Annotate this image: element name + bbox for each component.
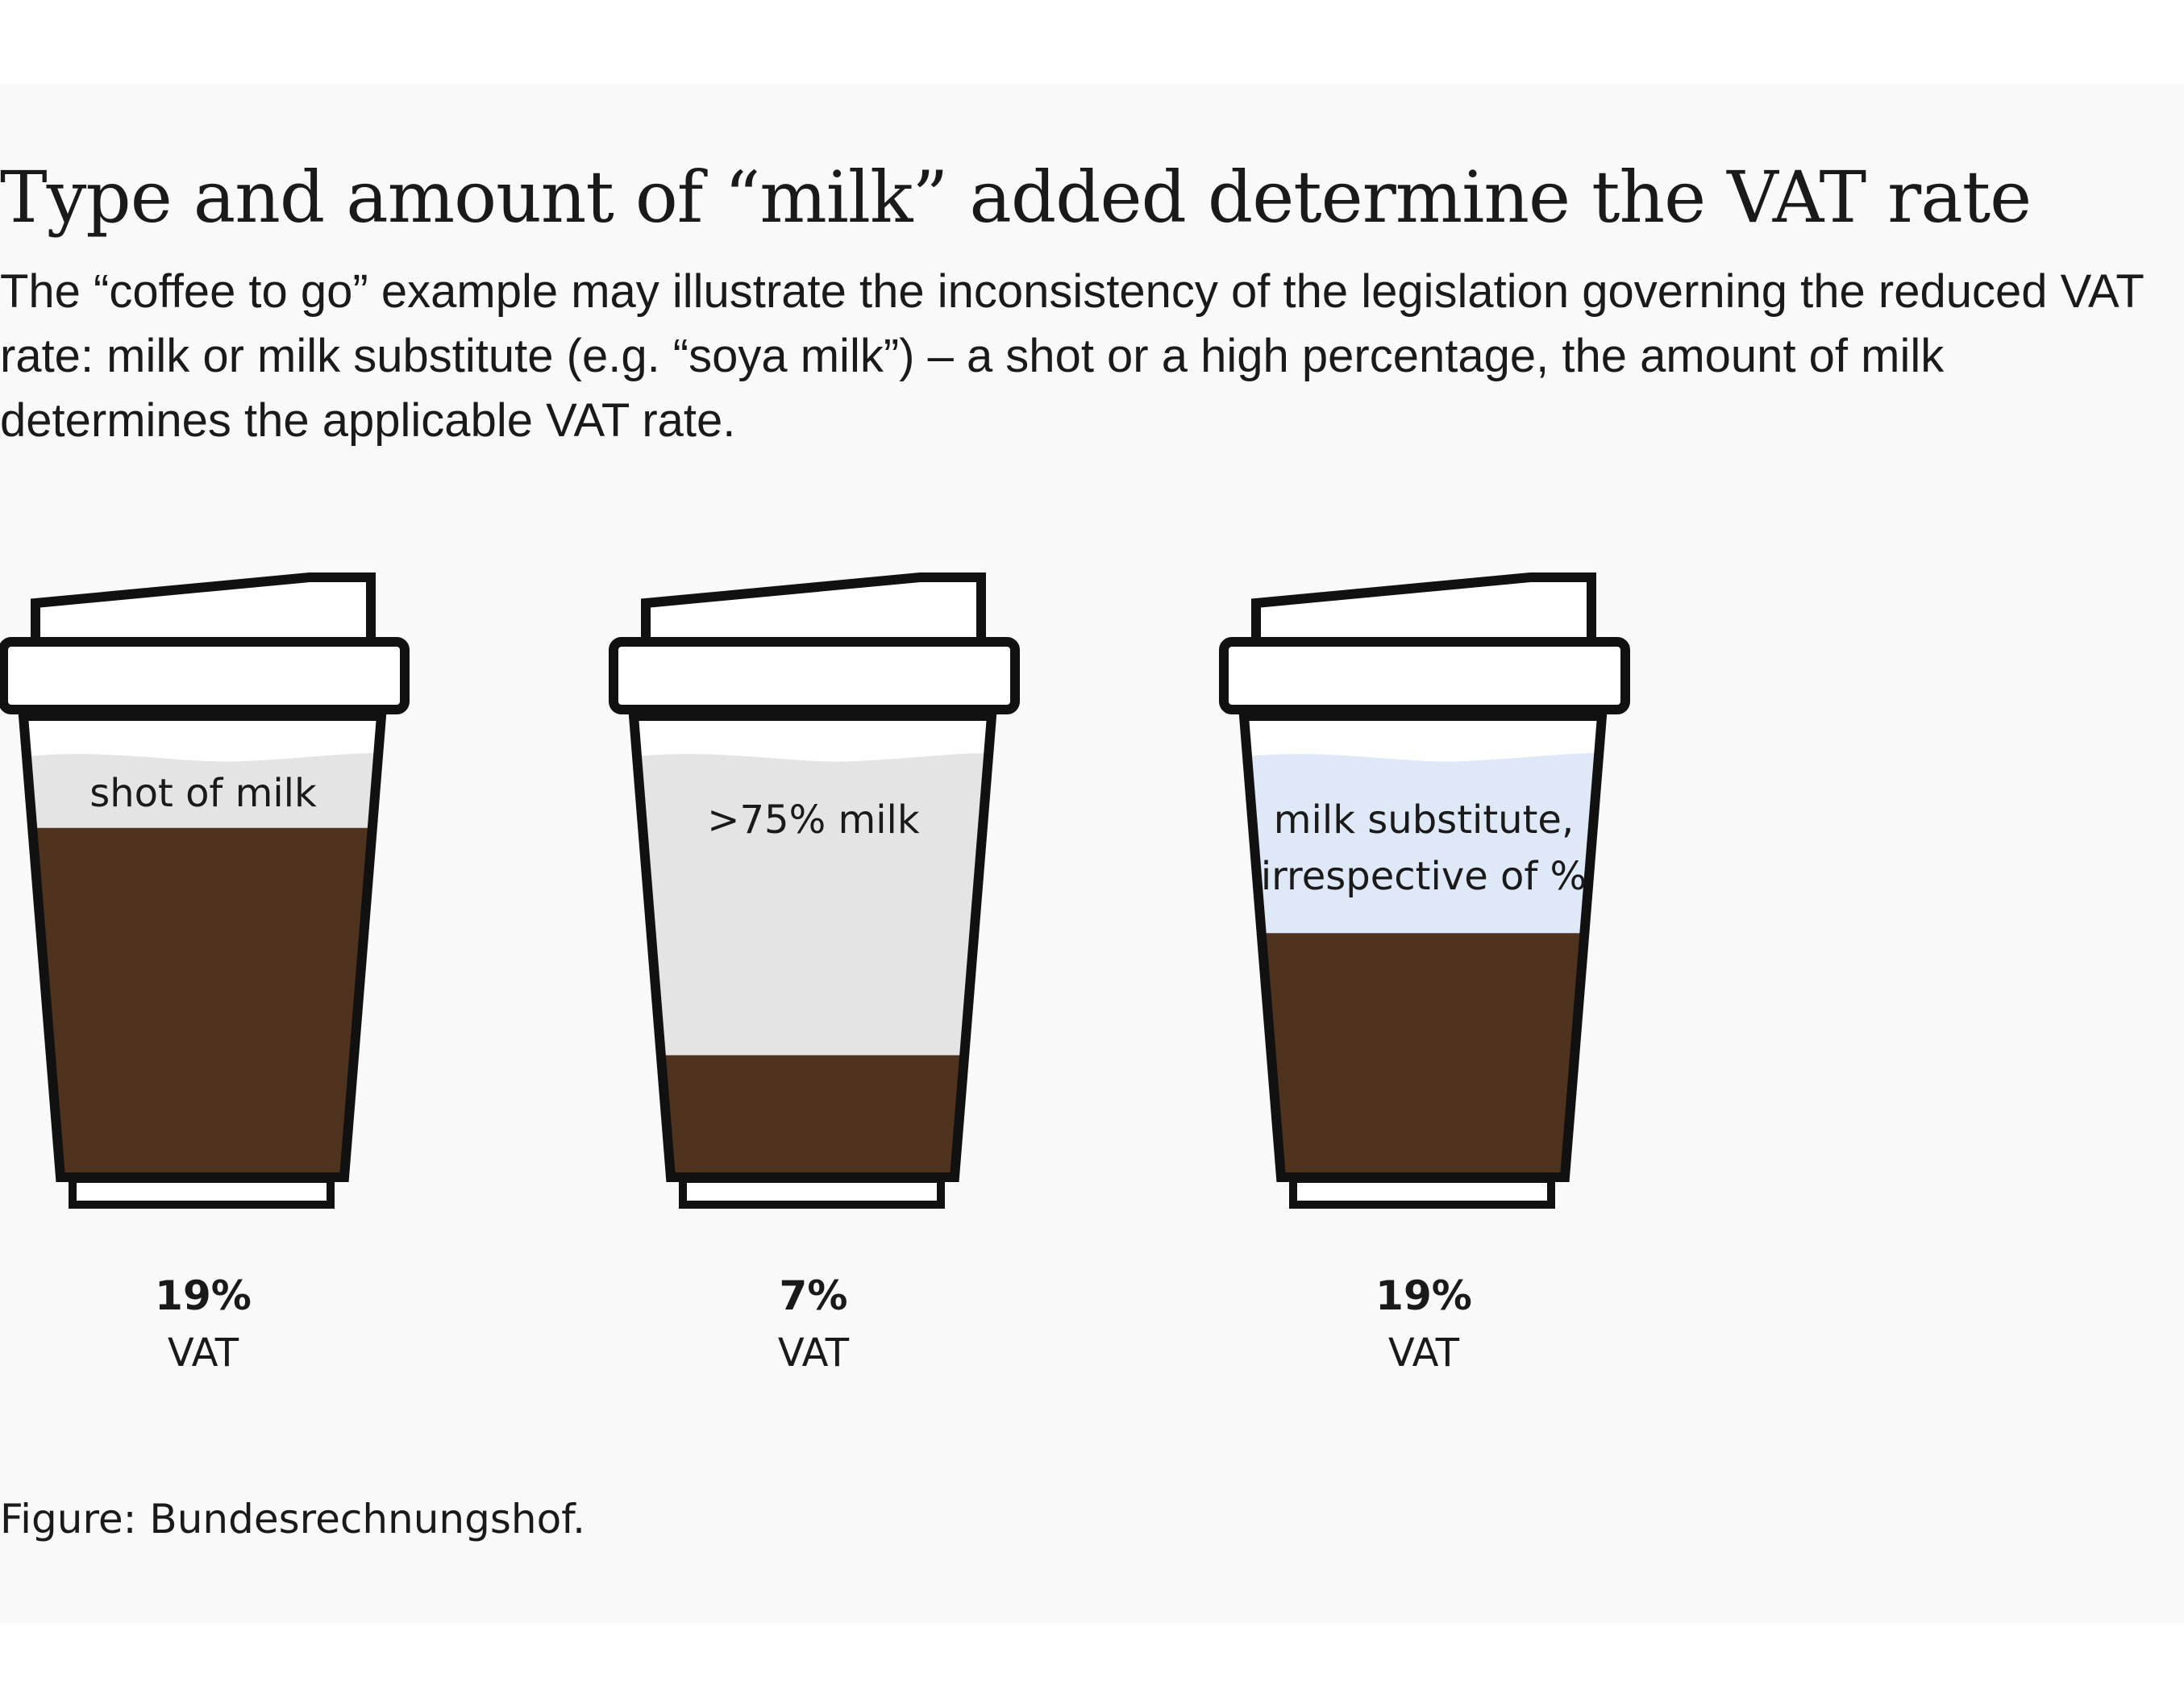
cup-lid: [1219, 637, 1630, 714]
vat-rate-cup-1: 19%: [155, 1272, 252, 1319]
coffee-layer: [1261, 933, 1585, 1177]
cup-milk-substitute: milk substitute, irrespective of %: [1219, 572, 1630, 1209]
cups-graphic: shot of milk >75% milk milk substitute, i…: [0, 572, 1630, 1209]
vat-label-cup-3: VAT: [1387, 1330, 1460, 1376]
vat-rate-cup-3: 19%: [1375, 1272, 1472, 1319]
coffee-layer: [660, 1055, 965, 1177]
cup-lid-top: [641, 572, 986, 650]
cup-bottom-rim: [679, 1175, 945, 1209]
cup-bottom-rim: [1289, 1175, 1555, 1209]
vat-rate-cup-2: 7%: [779, 1272, 848, 1319]
cup-lid-top: [1251, 572, 1596, 650]
cup-over-75-percent-milk: >75% milk: [609, 572, 1020, 1209]
figure-subtitle: The “coffee to go” example may illustrat…: [0, 265, 2144, 447]
milk-layer: [637, 753, 988, 1055]
coffee-layer: [32, 827, 372, 1177]
vat-label-cup-1: VAT: [167, 1330, 239, 1376]
vat-label-cup-2: VAT: [777, 1330, 850, 1376]
cup-label-line: shot of milk: [89, 771, 317, 816]
cup-bottom-rim: [69, 1175, 335, 1209]
cup-label-line: >75% milk: [707, 797, 920, 843]
cup-body-outline: [628, 711, 997, 1182]
cup-lid: [609, 637, 1020, 714]
cup-shot-of-milk: shot of milk: [0, 572, 410, 1209]
cup-body-outline: [1238, 711, 1608, 1182]
cup-label-line: milk substitute,: [1274, 797, 1574, 843]
cup-label-line: irrespective of %: [1261, 854, 1587, 899]
milk-layer: [1247, 753, 1599, 934]
cup-lid-top: [31, 572, 376, 650]
milk-layer: [27, 753, 378, 828]
cup-lid: [0, 637, 410, 714]
figure-title: Type and amount of “milk” added determin…: [0, 156, 2032, 239]
cup-body-outline: [18, 711, 387, 1182]
figure-source: Figure: Bundesrechnungshof.: [0, 1496, 586, 1543]
